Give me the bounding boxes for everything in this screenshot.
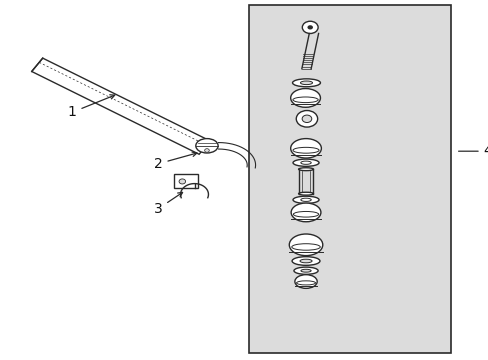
Ellipse shape xyxy=(293,267,318,274)
Circle shape xyxy=(307,25,312,30)
Circle shape xyxy=(302,21,318,33)
Text: 1: 1 xyxy=(67,95,115,119)
Ellipse shape xyxy=(294,275,317,288)
Circle shape xyxy=(204,149,209,152)
Ellipse shape xyxy=(291,257,319,265)
Text: 2: 2 xyxy=(153,152,197,171)
Circle shape xyxy=(179,179,185,184)
Ellipse shape xyxy=(300,81,312,85)
Text: 4: 4 xyxy=(458,144,488,158)
Text: 3: 3 xyxy=(153,192,182,216)
Ellipse shape xyxy=(299,259,311,263)
Bar xyxy=(174,174,198,188)
Bar xyxy=(248,5,450,353)
Ellipse shape xyxy=(300,269,310,272)
Ellipse shape xyxy=(290,89,320,107)
Polygon shape xyxy=(32,58,210,154)
Ellipse shape xyxy=(298,192,313,195)
Ellipse shape xyxy=(195,139,218,153)
Ellipse shape xyxy=(292,159,318,166)
Circle shape xyxy=(302,115,311,122)
Ellipse shape xyxy=(289,234,322,256)
Ellipse shape xyxy=(292,196,318,203)
Ellipse shape xyxy=(298,168,313,171)
Ellipse shape xyxy=(290,139,321,158)
Ellipse shape xyxy=(290,203,320,222)
Circle shape xyxy=(296,111,317,127)
Ellipse shape xyxy=(292,79,320,87)
